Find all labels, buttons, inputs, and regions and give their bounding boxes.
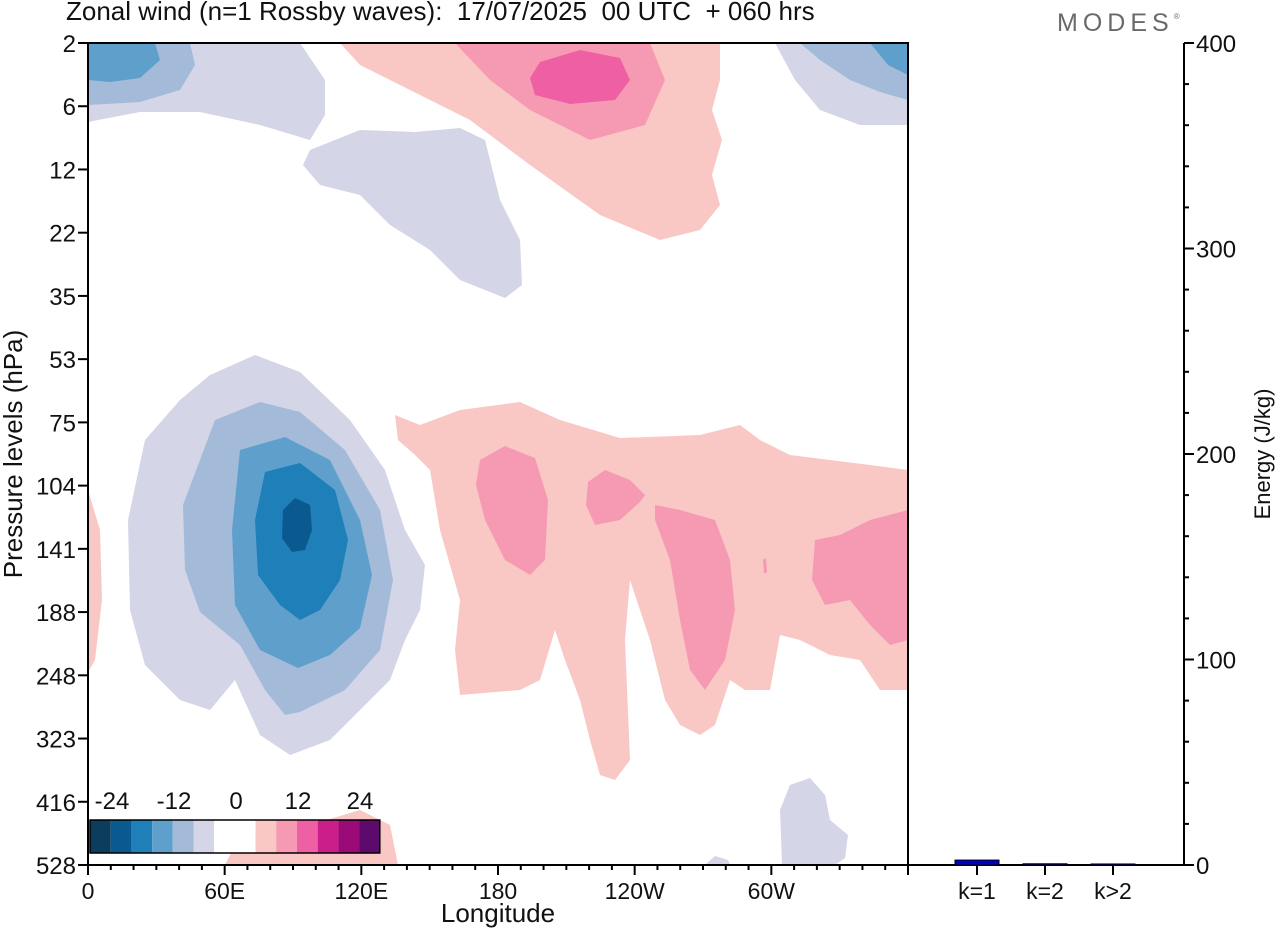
contour-neg-4 <box>303 128 522 298</box>
contour-neg-12 <box>88 43 160 82</box>
contour-pos-12 <box>530 50 630 104</box>
x-tick-label: 120W <box>605 878 665 904</box>
modes-logo: MODES® <box>1057 9 1180 38</box>
colorbar-cell <box>234 820 256 853</box>
contour-pos-8 <box>763 558 767 574</box>
colorbar-cells <box>89 819 381 854</box>
colorbar: -24 -12 0 12 24 <box>89 788 381 854</box>
x-tick-label: 120E <box>334 878 388 904</box>
positive-anomaly-upper <box>340 43 722 240</box>
energy-bars: k=1 k=2 k>2 <box>954 859 1136 904</box>
colorbar-label: 24 <box>347 788 374 815</box>
negative-anomaly-upper-left <box>88 43 325 140</box>
x-tick-label: 60E <box>204 878 245 904</box>
energy-bar <box>954 859 1000 866</box>
colorbar-cell <box>110 820 132 853</box>
colorbar-label: 0 <box>229 788 242 815</box>
x-axis-longitude: 0 60E 120E 180 120W 60W <box>82 865 909 904</box>
colorbar-cell <box>297 820 318 853</box>
y-tick-label: 12 <box>49 157 76 184</box>
chart-title: Zonal wind (n=1 Rossby waves): 17/07/202… <box>66 0 815 26</box>
energy-tick-label: 200 <box>1196 442 1236 469</box>
y-axis-energy: 0 100 200 300 400 <box>1184 31 1236 880</box>
contour-pos-8 <box>655 505 735 690</box>
colorbar-cell <box>172 820 194 853</box>
y-axis-title: Pressure levels (hPa) <box>0 330 28 579</box>
y-tick-label: 528 <box>36 853 76 880</box>
contour-neg-12 <box>870 43 908 75</box>
x-tick-label: 180 <box>479 878 517 904</box>
y-tick-label: 53 <box>49 347 76 374</box>
colorbar-cell <box>359 820 380 853</box>
contour-neg-4 <box>705 856 730 865</box>
y-axis-pressure: 2 6 12 22 35 53 75 104 141 188 248 323 416 528 <box>36 31 88 880</box>
contour-pos-8 <box>812 510 908 645</box>
colorbar-cell <box>338 820 360 853</box>
logo-text: MODES <box>1057 9 1174 37</box>
contour-neg-8 <box>800 43 908 100</box>
energy-tick-label: 100 <box>1196 648 1236 675</box>
negative-anomaly-upper-right <box>775 43 908 125</box>
y-tick-label: 248 <box>36 663 76 690</box>
y-tick-label: 2 <box>63 31 76 58</box>
y-tick-label: 22 <box>49 221 76 248</box>
logo-registered-mark: ® <box>1173 12 1180 21</box>
colorbar-cell <box>131 820 153 853</box>
positive-anomaly-left-edge <box>88 490 102 672</box>
colorbar-cell <box>317 820 339 853</box>
y-tick-label: 141 <box>36 537 76 564</box>
energy-axis-title: Energy (J/kg) <box>1250 389 1275 520</box>
contour-neg-4 <box>780 778 848 865</box>
x-axis-title: Longitude <box>441 898 555 928</box>
contour-neg-20 <box>282 498 312 552</box>
colorbar-cell <box>255 820 277 853</box>
y-tick-label: 416 <box>36 790 76 817</box>
bar-category-label: k=1 <box>958 878 996 904</box>
y-tick-label: 323 <box>36 727 76 754</box>
positive-anomaly-lower <box>395 402 908 780</box>
contour-pos-8 <box>586 470 645 525</box>
bar-category-label: k>2 <box>1094 878 1132 904</box>
x-tick-label: 0 <box>82 878 95 904</box>
colorbar-labels: -24 -12 0 12 24 <box>95 788 374 815</box>
y-tick-label: 104 <box>36 474 76 501</box>
x-tick-label: 60W <box>748 878 796 904</box>
y-tick-label: 188 <box>36 600 76 627</box>
energy-tick-label: 0 <box>1196 853 1209 880</box>
contour-pos-8 <box>476 446 548 575</box>
colorbar-cell <box>214 820 235 853</box>
zonal-wind-contours <box>88 43 908 865</box>
y-tick-label: 6 <box>63 94 76 121</box>
colorbar-cell <box>193 820 215 853</box>
colorbar-label: -24 <box>95 788 130 815</box>
y-tick-label: 35 <box>49 284 76 311</box>
negative-anomaly-main <box>128 355 425 755</box>
bar-category-label: k=2 <box>1026 878 1064 904</box>
negative-anomaly-bottom <box>705 778 848 865</box>
colorbar-cell <box>276 820 297 853</box>
energy-tick-label: 300 <box>1196 237 1236 264</box>
energy-tick-label: 400 <box>1196 31 1236 58</box>
contour-pos-4 <box>88 490 102 672</box>
colorbar-label: 12 <box>285 788 312 815</box>
colorbar-border <box>89 819 381 854</box>
negative-anomaly-stratosphere <box>303 128 522 298</box>
colorbar-label: -12 <box>157 788 192 815</box>
y-tick-label: 75 <box>49 410 76 437</box>
colorbar-cell <box>152 820 173 853</box>
colorbar-cell <box>90 820 111 853</box>
